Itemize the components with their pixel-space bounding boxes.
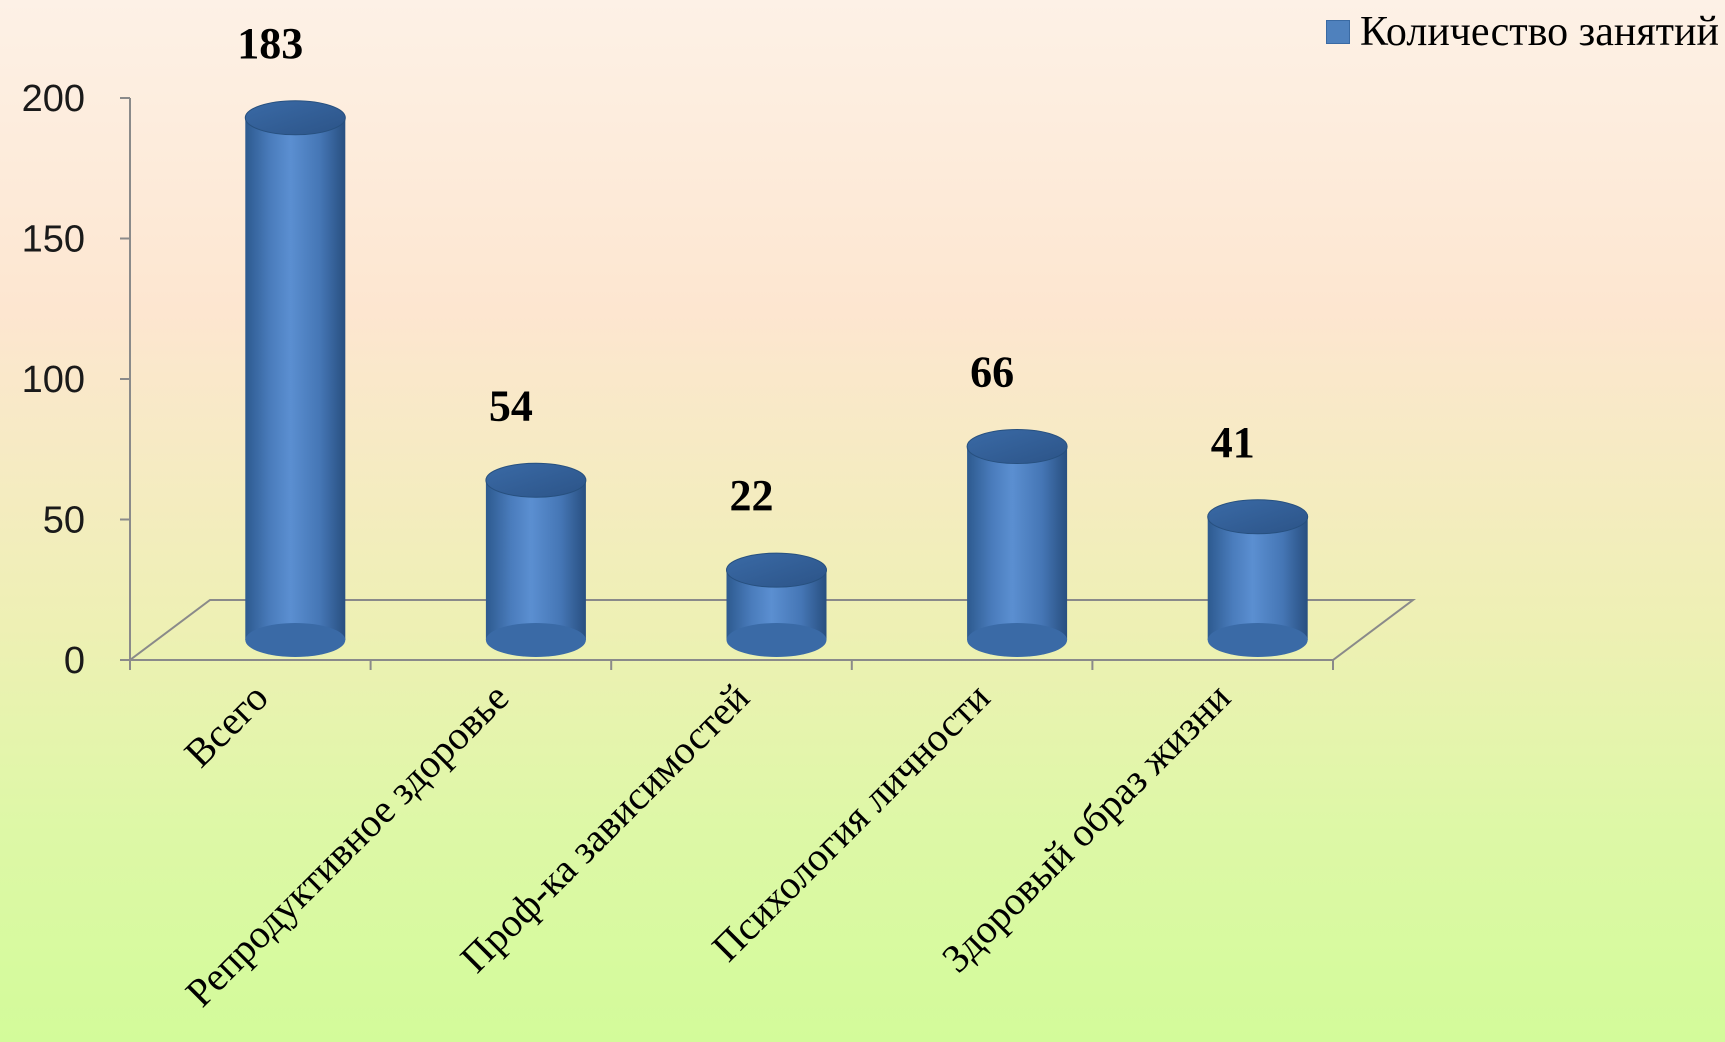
bars [244,100,1309,657]
axes: 0 50 100 150 200 [22,78,1416,682]
y-tick-label: 50 [43,500,85,542]
bar-base [1207,623,1308,657]
bar-2 [485,462,587,657]
bar-4 [966,429,1068,657]
legend-swatch [1326,20,1350,44]
bar-3 [726,552,827,657]
bar-5 [1207,499,1309,657]
bar-top [966,429,1068,465]
category-label: Всего [175,675,276,776]
floor-plane [127,599,1416,661]
legend: Количество занятий [1326,8,1719,56]
y-tick-label: 200 [22,78,85,120]
bar-top [485,462,587,498]
category-label: Психология личности [703,675,998,970]
data-label: 22 [730,471,774,520]
bar-body [1207,516,1308,640]
bar-body [967,446,1068,640]
data-label: 183 [237,19,303,68]
bar-1 [244,100,346,657]
bar-top [1207,499,1309,535]
y-tick-label: 0 [64,640,85,682]
bar-base [967,623,1068,657]
bar-base [726,623,827,657]
data-label: 54 [489,381,533,430]
data-label: 66 [970,348,1014,397]
data-label: 41 [1211,418,1255,467]
bar-base [485,623,586,657]
y-tick-label: 150 [22,219,85,261]
y-tick-label: 100 [22,359,85,401]
bar-body [485,480,586,640]
bar-top [244,100,346,136]
bar-body [245,117,346,640]
bar-base [245,623,346,657]
bar-top [726,552,827,588]
legend-label: Количество занятий [1360,9,1719,55]
